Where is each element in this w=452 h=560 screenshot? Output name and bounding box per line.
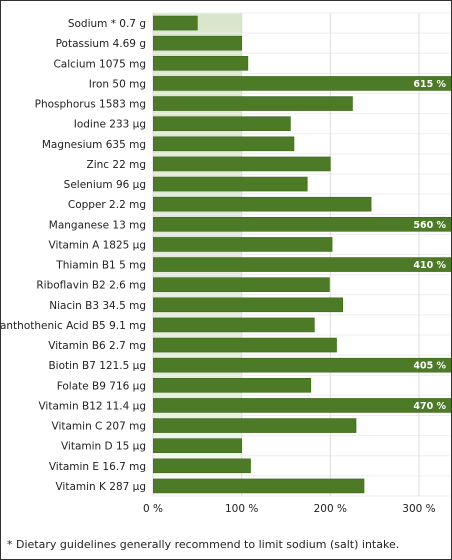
bar	[153, 277, 330, 292]
value-label: 470 %	[413, 401, 446, 412]
y-tick-label: Potassium 4.69 g	[56, 38, 146, 50]
y-tick-label: Vitamin K 287 µg	[55, 481, 146, 493]
bar	[153, 237, 333, 252]
bar	[153, 317, 315, 333]
footnote: * Dietary guidelines generally recommend…	[7, 538, 399, 551]
bar	[153, 458, 251, 474]
y-tick-label: Copper 2.2 mg	[68, 199, 146, 211]
bar	[153, 176, 308, 192]
bar	[153, 35, 242, 51]
value-label: 615 %	[413, 79, 446, 90]
y-tick-label: Vitamin D 15 µg	[61, 441, 146, 453]
bar	[153, 56, 249, 71]
x-tick-label: 0 %	[143, 503, 163, 515]
bar	[153, 398, 451, 413]
x-tick-label: 200 %	[314, 503, 347, 515]
bar	[153, 438, 242, 453]
y-tick-label: Vitamin A 1825 µg	[49, 239, 146, 251]
y-tick-label: Niacin B3 34.5 mg	[49, 300, 146, 312]
y-tick-label: Vitamin C 207 mg	[52, 421, 147, 433]
y-tick-label: Sodium * 0.7 g	[68, 18, 146, 30]
y-tick-label: Phosphorus 1583 mg	[35, 99, 146, 111]
y-tick-label: Vitamin E 16.7 mg	[49, 461, 146, 473]
value-label: 405 %	[413, 361, 446, 372]
y-tick-label: Manganese 13 mg	[49, 219, 146, 231]
y-tick-label: Zinc 22 mg	[87, 159, 146, 171]
y-tick-label: Selenium 96 µg	[64, 179, 146, 191]
bar	[153, 297, 344, 313]
y-tick-label: Iodine 233 µg	[74, 119, 146, 131]
y-tick-label: Vitamin B12 11.4 µg	[38, 400, 146, 412]
bar	[153, 217, 451, 232]
bar	[153, 418, 357, 433]
y-tick-label: Riboflavin B2 2.6 mg	[36, 280, 146, 292]
value-label: 410 %	[413, 260, 446, 271]
bar	[153, 76, 451, 91]
x-tick-label: 300 %	[402, 503, 435, 515]
bar	[153, 116, 291, 131]
bar	[153, 136, 295, 152]
value-label: 560 %	[413, 220, 446, 231]
y-tick-label: Thiamin B1 5 mg	[55, 260, 146, 272]
bar	[153, 378, 312, 393]
bar	[153, 357, 451, 373]
y-tick-label: Vitamin B6 2.7 mg	[48, 340, 146, 352]
bar	[153, 196, 372, 212]
bar	[153, 156, 331, 172]
y-tick-label: Panthothenic Acid B5 9.1 mg	[1, 320, 146, 332]
bar	[153, 478, 365, 494]
y-tick-label: Folate B9 716 µg	[57, 380, 146, 392]
bar	[153, 257, 451, 272]
y-tick-label: Iron 50 mg	[89, 78, 146, 90]
y-tick-label: Biotin B7 121.5 µg	[48, 360, 146, 372]
bar	[153, 15, 198, 31]
x-tick-label: 100 %	[225, 503, 258, 515]
y-tick-label: Calcium 1075 mg	[53, 58, 146, 70]
bar	[153, 96, 353, 111]
y-tick-label: Magnesium 635 mg	[42, 139, 146, 151]
bar	[153, 337, 337, 353]
